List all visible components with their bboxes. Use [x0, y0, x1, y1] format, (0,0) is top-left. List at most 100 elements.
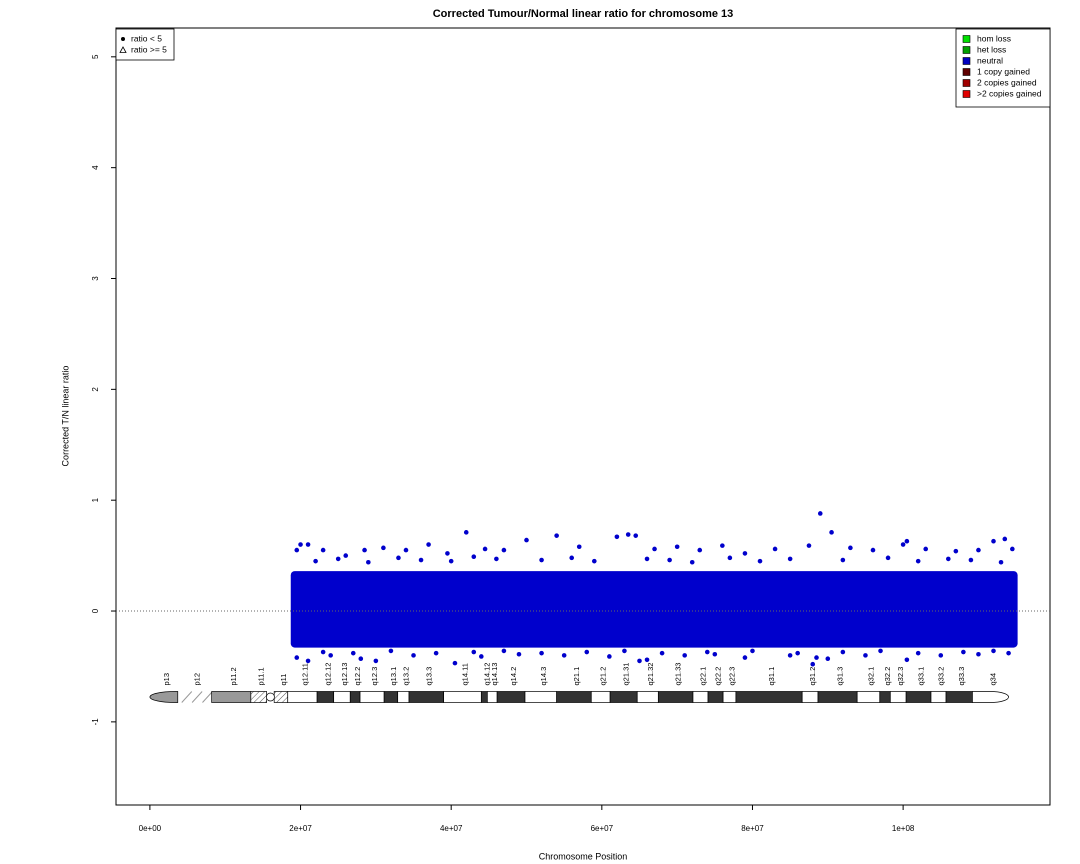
point: [561, 653, 567, 658]
ideogram-band: [707, 691, 724, 703]
point: [976, 651, 981, 657]
band-label: q11: [279, 674, 288, 686]
band-label: q13.3: [424, 667, 433, 686]
point: [991, 648, 996, 654]
point: [411, 653, 416, 658]
legend-swatch: [962, 46, 971, 54]
y-tick-label: 1: [91, 497, 100, 502]
legend-swatch: [962, 68, 971, 76]
point: [1010, 546, 1015, 552]
point: [968, 557, 974, 563]
point: [976, 547, 981, 553]
point: [343, 553, 349, 558]
point: [501, 547, 507, 553]
band-label: q31.3: [836, 667, 845, 686]
point: [848, 545, 853, 551]
ideogram-band: [486, 691, 498, 703]
legend-swatch: [962, 35, 971, 43]
legend-label: ratio >= 5: [131, 44, 167, 54]
ideogram-band: [480, 691, 488, 703]
x-axis-label: Chromosome Position: [539, 851, 628, 861]
band-label: q22.2: [714, 667, 723, 686]
ideogram-band: [287, 691, 318, 703]
ideogram-band: [383, 691, 399, 703]
legend-label: het loss: [977, 44, 1006, 54]
point: [516, 651, 522, 657]
point: [885, 555, 891, 561]
band-label: q34: [988, 673, 997, 686]
point: [961, 649, 966, 655]
x-tick-label: 0e+00: [139, 824, 162, 833]
band-label: q13.1: [389, 667, 398, 686]
centromere: [266, 692, 275, 702]
ideogram-band: [801, 691, 819, 703]
band-label: q33.2: [937, 667, 946, 686]
ideogram-band: [359, 691, 385, 703]
band-label: q14.13: [490, 663, 499, 686]
plot-area: [290, 511, 1018, 667]
band-label: q31.2: [808, 667, 817, 686]
point: [991, 538, 996, 544]
point: [320, 649, 326, 655]
band-label: q14.11: [460, 663, 469, 685]
point: [953, 548, 959, 554]
band-label: q12.2: [353, 667, 362, 686]
point: [366, 559, 371, 565]
stalk-line: [191, 691, 203, 703]
ideogram-band: [636, 691, 659, 703]
y-tick-label: 4: [91, 165, 100, 170]
point: [358, 656, 364, 661]
y-tick-label: 0: [91, 608, 100, 613]
point: [946, 556, 951, 562]
band-label: q14.2: [509, 667, 518, 686]
point: [633, 533, 639, 538]
point: [659, 650, 665, 656]
point: [757, 558, 763, 564]
point: [652, 546, 657, 552]
point: [1002, 536, 1008, 542]
ideogram-band: [524, 691, 557, 703]
ideogram-band: [930, 691, 947, 703]
legend-symbol: [119, 46, 127, 53]
point: [915, 558, 921, 564]
point: [923, 546, 929, 552]
stalk-line: [181, 691, 193, 703]
ideogram-band: [889, 691, 907, 703]
point: [904, 538, 910, 544]
point: [539, 557, 544, 563]
legend-label: 1 copy gained: [977, 66, 1030, 76]
x-tick-label: 1e+08: [892, 824, 915, 833]
ideogram-band: [972, 691, 1009, 703]
point: [829, 530, 834, 535]
point: [614, 534, 620, 540]
point: [772, 546, 778, 552]
point: [878, 648, 883, 654]
ideogram-band: [211, 691, 252, 703]
band-label: q12.13: [340, 663, 349, 686]
ideogram-band: [181, 691, 213, 703]
point: [539, 650, 544, 656]
band-label: q12.12: [323, 663, 332, 686]
point: [305, 658, 311, 664]
ideogram-band: [443, 691, 482, 703]
point: [1006, 650, 1011, 656]
point: [817, 511, 823, 516]
band-label: q21.2: [599, 667, 608, 686]
point: [806, 543, 812, 548]
point: [403, 547, 409, 553]
point: [452, 660, 458, 666]
band-label: q22.1: [698, 667, 707, 686]
legend-label: neutral: [977, 55, 1003, 65]
y-axis-label: Corrected T/N linear ratio: [60, 366, 70, 467]
band-label: q32.2: [883, 667, 892, 686]
band-label: q14.12: [482, 663, 491, 686]
point: [554, 533, 559, 538]
ideogram-band: [609, 691, 638, 703]
point: [712, 651, 718, 657]
point: [625, 532, 631, 537]
point: [482, 546, 488, 552]
legend-box: [115, 28, 175, 61]
legend-swatch: [962, 79, 971, 87]
point: [501, 648, 507, 654]
